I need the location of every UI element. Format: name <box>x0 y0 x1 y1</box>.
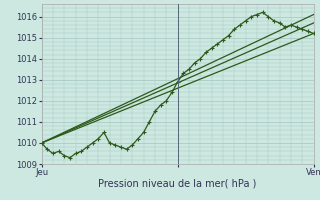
X-axis label: Pression niveau de la mer( hPa ): Pression niveau de la mer( hPa ) <box>99 179 257 189</box>
